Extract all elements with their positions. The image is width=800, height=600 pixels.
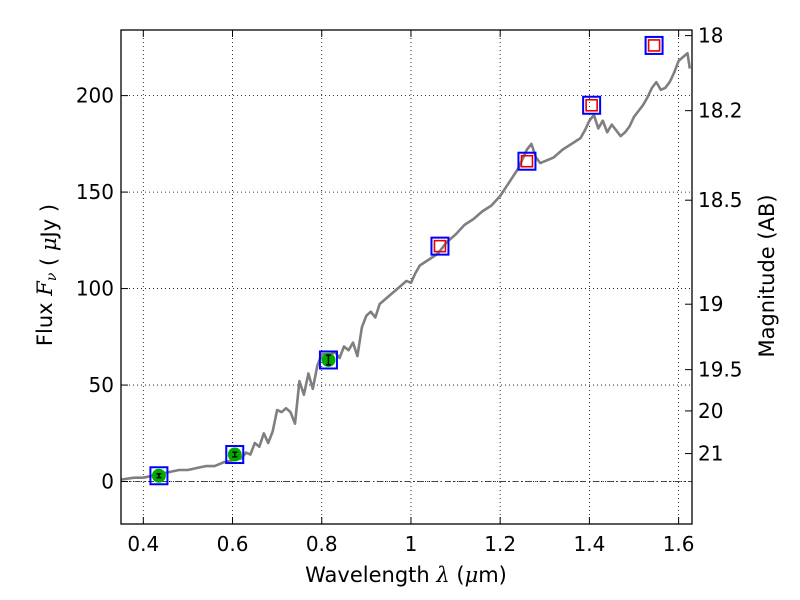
y2-tick-label: 18.2 — [698, 99, 743, 123]
x-tick-label: 1.6 — [663, 532, 695, 556]
x-axis-label: Wavelength λ (μm) — [305, 563, 507, 587]
y-tick-label: 100 — [76, 277, 114, 301]
model-point — [430, 236, 450, 256]
x-tick-label: 1.2 — [484, 532, 516, 556]
x-tick-label: 1 — [405, 532, 418, 556]
plot-frame — [120, 29, 693, 525]
model-point — [318, 350, 338, 370]
predicted-point — [585, 98, 598, 112]
y-tick-label: 200 — [76, 84, 114, 108]
predicted-point — [433, 239, 447, 253]
y2-tick-label: 18 — [698, 24, 723, 48]
y2-tick-label: 21 — [698, 442, 723, 466]
model-point — [644, 35, 664, 55]
points-layer — [149, 35, 664, 486]
y-axis-label: Flux Fν ( μJy ) — [33, 204, 61, 346]
y2-tick-label: 19 — [698, 292, 723, 316]
label-text: Wavelength — [305, 563, 436, 587]
italic-symbol: μ — [465, 563, 479, 587]
x-tick-label: 1.4 — [573, 532, 605, 556]
model-point — [582, 95, 602, 115]
label-text: ( — [37, 251, 61, 273]
label-text: Flux — [33, 296, 57, 346]
italic-symbol: F — [33, 280, 57, 297]
y-tick-label: 50 — [89, 373, 114, 397]
series-layer — [120, 51, 692, 481]
x-tick-label: 0.6 — [217, 532, 249, 556]
italic-symbol: μ — [37, 237, 61, 251]
italic-subscript: ν — [44, 272, 60, 281]
model-point — [225, 445, 245, 465]
y-ticks: 0 50 100 150 200 — [76, 84, 128, 494]
y-tick-label: 0 — [101, 470, 114, 494]
predicted-point — [520, 154, 534, 168]
predicted-point — [647, 39, 661, 52]
y2-tick-label: 20 — [698, 399, 723, 423]
x-ticks: 0.4 0.6 0.8 1 1.2 1.4 1.6 — [127, 30, 695, 556]
label-text: Jy ) — [37, 204, 61, 240]
model-point — [517, 151, 537, 171]
x-tick-label: 0.4 — [127, 532, 159, 556]
x-tick-label: 0.8 — [306, 532, 338, 556]
y2-ticks: 18 18.2 18.5 19 19.5 20 21 — [685, 24, 743, 466]
y2-axis-label: Magnitude (AB) — [755, 194, 779, 357]
label-text: ( — [450, 563, 465, 587]
italic-symbol: λ — [435, 563, 449, 587]
model-point — [149, 466, 169, 486]
y2-tick-label: 18.5 — [698, 188, 743, 212]
y-tick-label: 150 — [76, 180, 114, 204]
spectrum-line — [120, 51, 692, 481]
y2-tick-label: 19.5 — [698, 358, 743, 382]
label-text: m) — [478, 563, 507, 587]
